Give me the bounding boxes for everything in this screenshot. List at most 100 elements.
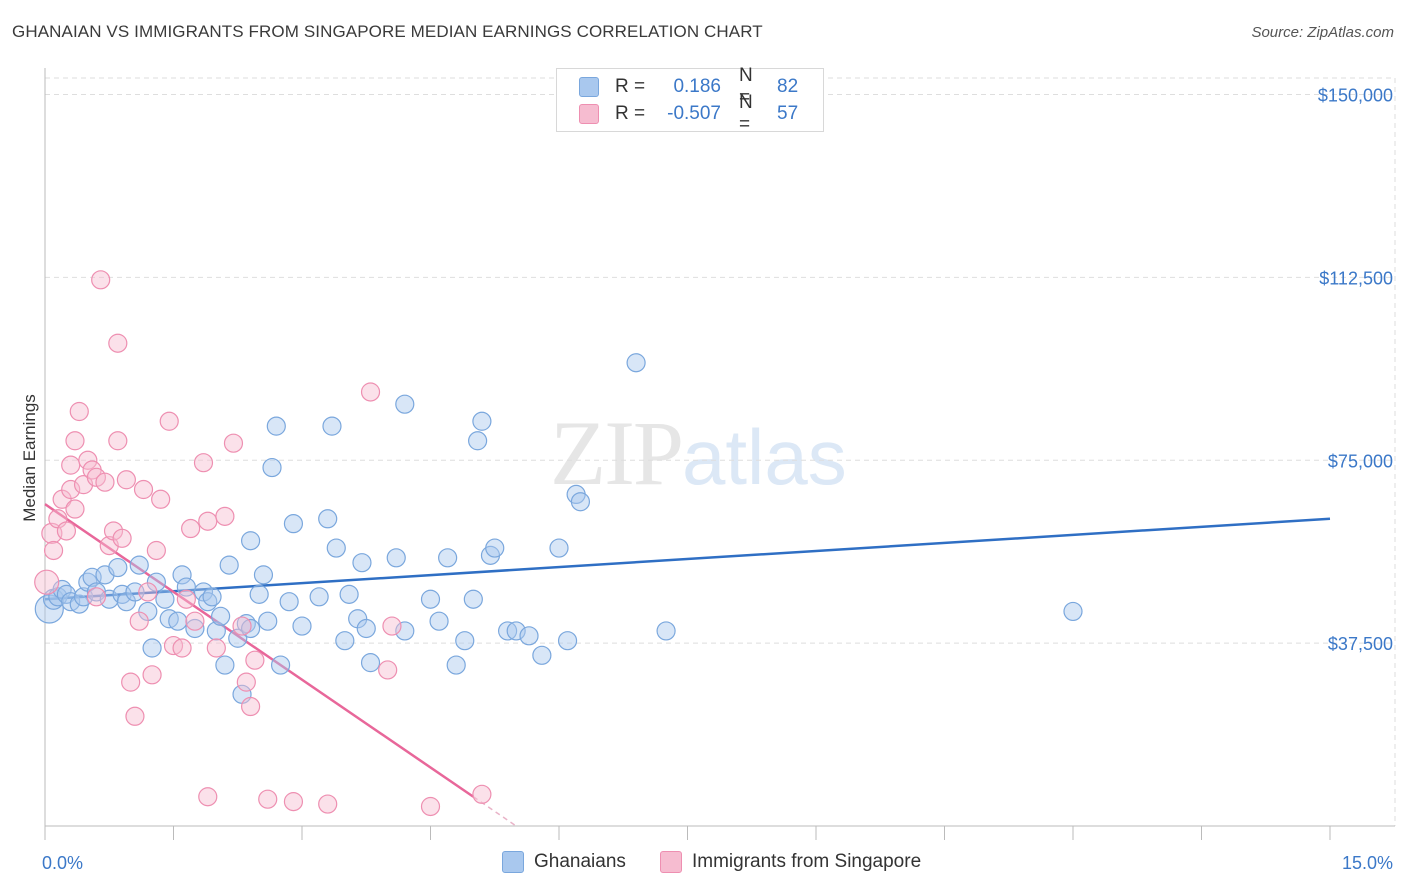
- trend-lines: [44, 503, 1331, 827]
- ghanaian-point: [1063, 601, 1083, 622]
- singapore-point: [232, 616, 252, 636]
- singapore-point: [198, 787, 218, 807]
- singapore-point: [245, 650, 265, 670]
- ghanaian-point: [519, 626, 539, 646]
- singapore-point: [181, 518, 201, 539]
- singapore-point: [193, 453, 214, 473]
- bottom-legend-label-ghanaians: Ghanaians: [534, 851, 626, 872]
- singapore-point: [95, 472, 115, 492]
- singapore-point: [86, 587, 107, 607]
- legend-r-label: R =: [615, 103, 646, 124]
- singapore-point: [382, 616, 402, 636]
- singapore-point: [34, 569, 60, 595]
- y-tick-label: $37,500: [1328, 634, 1393, 654]
- legend-r-value: -0.507: [667, 103, 721, 124]
- y-tick-label: $150,000: [1318, 86, 1393, 106]
- singapore-point: [125, 706, 145, 726]
- singapore-point: [142, 665, 162, 685]
- correlation-legend: R = 0.186 N = 82 R = -0.507 N = 57: [556, 65, 824, 135]
- ghanaian-point: [279, 592, 299, 612]
- singapore-point: [185, 611, 205, 631]
- ghanaian-point: [468, 431, 488, 451]
- bottom-legend-ghanaians: Ghanaians: [502, 851, 626, 873]
- singapore-point: [108, 333, 128, 353]
- ghanaian-point: [429, 611, 449, 631]
- legend-row-ghanaians: R = 0.186 N = 82: [579, 65, 799, 108]
- singapore-point: [146, 540, 166, 561]
- ghanaian-point: [318, 509, 338, 529]
- ghanaian-point: [335, 631, 355, 651]
- ghanaian-point: [168, 611, 188, 631]
- ghanaian-point: [142, 638, 162, 658]
- singapore-point: [91, 270, 111, 290]
- watermark-atlas: atlas: [682, 413, 847, 501]
- ghanaian-point: [549, 538, 569, 558]
- bottom-legend-swatch-singapore: [660, 851, 682, 873]
- ghanaian-point: [108, 557, 128, 578]
- singapore-point: [112, 528, 132, 548]
- source-label: Source: ZipAtlas.com: [1251, 24, 1394, 41]
- singapore-point: [61, 455, 81, 475]
- singapore-point: [420, 796, 441, 817]
- singapore-point: [129, 611, 149, 631]
- ghanaian-point: [219, 555, 239, 575]
- ghanaian-point: [206, 621, 226, 641]
- ghanaian-point: [570, 492, 591, 512]
- singapore-point: [236, 672, 256, 692]
- ghanaian-point: [557, 631, 578, 651]
- trend-line-singapore: [44, 503, 475, 798]
- ghanaian-point: [253, 565, 274, 585]
- ghanaian-point: [326, 538, 346, 558]
- y-axis-title: Median Earnings: [20, 394, 39, 522]
- ghanaian-point: [270, 655, 291, 675]
- singapore-point: [138, 582, 158, 602]
- ghanaian-point: [485, 538, 505, 558]
- singapore-point: [116, 470, 136, 490]
- singapore-point: [378, 660, 398, 680]
- ghanaian-point: [463, 589, 483, 609]
- legend-swatch-ghanaians: [579, 77, 599, 97]
- ghanaian-point: [420, 589, 441, 609]
- singapore-point: [283, 792, 304, 812]
- singapore-point: [241, 696, 261, 717]
- singapore-point: [121, 672, 141, 692]
- ghanaian-point: [155, 589, 175, 609]
- singapore-point: [176, 589, 196, 609]
- ghanaian-point: [241, 531, 261, 551]
- legend-n-label: N =: [739, 65, 753, 108]
- ghanaian-point: [352, 553, 372, 573]
- legend-r-value: 0.186: [673, 76, 721, 97]
- series-ghanaians: [34, 353, 1083, 704]
- axis-labels: $37,500 $75,000 $112,500 $150,000 0.0% 15.0% M…: [20, 86, 1393, 873]
- ghanaian-point: [395, 621, 415, 641]
- chart-title: GHANAIAN VS IMMIGRANTS FROM SINGAPORE ME…: [12, 22, 763, 41]
- x-tick-label-max: 15.0%: [1342, 853, 1393, 873]
- ghanaian-point: [356, 618, 376, 639]
- legend-n-label: N =: [739, 92, 753, 135]
- ghanaian-point: [626, 353, 646, 373]
- ghanaian-point: [472, 411, 492, 431]
- ghanaian-point: [656, 621, 676, 641]
- ghanaian-point: [129, 555, 149, 575]
- ghanaian-point: [185, 618, 205, 639]
- singapore-point: [133, 479, 154, 500]
- x-tick-label-min: 0.0%: [42, 853, 83, 873]
- singapore-point: [472, 784, 492, 804]
- bottom-legend-singapore: Immigrants from Singapore: [660, 851, 921, 873]
- ghanaian-point: [211, 606, 231, 626]
- singapore-point: [56, 521, 77, 541]
- series-singapore: [34, 270, 492, 817]
- ghanaian-point: [395, 394, 415, 414]
- singapore-point: [215, 506, 235, 526]
- bottom-legend-swatch-ghanaians: [502, 851, 524, 873]
- ghanaian-point: [215, 655, 235, 675]
- legend-n-value: 82: [777, 76, 799, 97]
- singapore-point: [318, 794, 338, 814]
- ghanaian-point: [360, 653, 381, 673]
- ghanaian-point: [386, 548, 406, 568]
- legend-row-singapore: R = -0.507 N = 57: [579, 92, 798, 135]
- axes: [44, 68, 1395, 840]
- ghanaian-point: [262, 457, 282, 478]
- ghanaian-point: [228, 628, 248, 648]
